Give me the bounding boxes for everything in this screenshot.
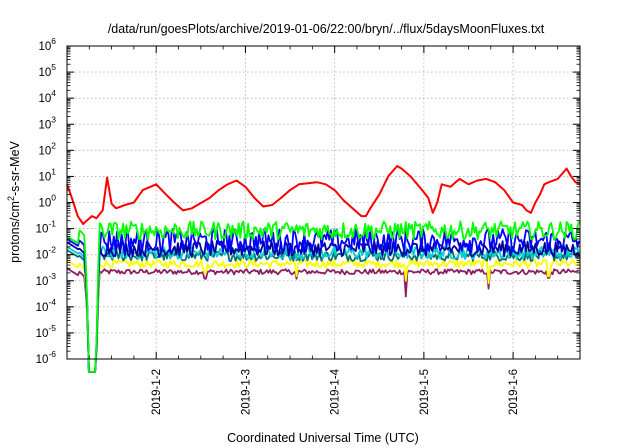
y-tick-label-base: 10 bbox=[38, 67, 51, 79]
series-line bbox=[66, 165, 581, 225]
y-tick-label-exponent: -4 bbox=[48, 297, 56, 307]
y-axis-label-part2: -s-sr-MeV bbox=[8, 140, 22, 196]
series-line bbox=[66, 220, 580, 373]
series-line bbox=[66, 258, 580, 373]
series-line bbox=[66, 267, 580, 373]
y-tick-label-base: 10 bbox=[38, 198, 51, 210]
y-tick-label-exponent: 5 bbox=[51, 62, 56, 72]
y-tick-label: 101 bbox=[38, 166, 56, 183]
y-tick-labels: 10-610-510-410-310-210-11001011021031041… bbox=[36, 36, 57, 366]
data-series-group bbox=[66, 165, 581, 373]
y-tick-label-exponent: 3 bbox=[51, 114, 56, 124]
x-tick-label: 2019-1-6 bbox=[508, 369, 520, 415]
x-axis-label: Coordinated Universal Time (UTC) bbox=[227, 431, 419, 445]
x-tick-labels: 2019-1-2 2019-1-3 2019-1-4 2019-1-5 2019-1-6 bbox=[151, 368, 520, 415]
y-tick-label-base: 10 bbox=[36, 250, 49, 262]
y-tick-label-base: 10 bbox=[38, 41, 51, 53]
y-tick-label-base: 10 bbox=[38, 171, 51, 183]
series-line bbox=[66, 228, 580, 373]
x-tick-label: 2019-1-5 bbox=[419, 369, 431, 415]
y-tick-label-base: 10 bbox=[36, 302, 49, 314]
y-tick-label-exponent: -1 bbox=[48, 219, 56, 229]
y-tick-label: 10-2 bbox=[36, 245, 57, 262]
y-tick-label: 10-3 bbox=[36, 271, 57, 288]
y-tick-label-base: 10 bbox=[38, 93, 51, 105]
y-tick-label: 10-1 bbox=[36, 219, 57, 236]
y-tick-label: 103 bbox=[38, 114, 56, 131]
x-tick-label: 2019-1-3 bbox=[240, 369, 252, 415]
y-tick-label: 102 bbox=[38, 140, 56, 157]
y-tick-label-exponent: -2 bbox=[48, 245, 56, 255]
y-tick-label-base: 10 bbox=[38, 145, 51, 157]
y-tick-label: 104 bbox=[38, 88, 56, 105]
y-tick-label-exponent: 0 bbox=[51, 193, 56, 203]
y-axis-label-part1: protons/cm bbox=[8, 201, 22, 263]
y-tick-label-base: 10 bbox=[36, 276, 49, 288]
y-tick-label-exponent: 2 bbox=[51, 140, 56, 150]
y-tick-label-exponent: 4 bbox=[51, 88, 56, 98]
y-axis-label: protons/cm2-s-sr-MeV bbox=[6, 140, 22, 262]
y-tick-label-exponent: 6 bbox=[51, 36, 56, 46]
series-line bbox=[66, 245, 580, 373]
y-tick-label-exponent: -6 bbox=[48, 349, 56, 359]
y-tick-label: 105 bbox=[38, 62, 56, 79]
grid-lines bbox=[67, 46, 580, 359]
y-tick-label: 106 bbox=[38, 36, 56, 53]
series-line bbox=[66, 249, 580, 373]
x-tick-label: 2019-1-4 bbox=[330, 368, 342, 415]
y-tick-label: 10-5 bbox=[36, 323, 57, 340]
axis-ticks bbox=[67, 45, 580, 360]
y-tick-label-exponent: 1 bbox=[51, 166, 56, 176]
y-tick-label: 10-6 bbox=[36, 349, 57, 366]
y-tick-label: 100 bbox=[38, 193, 56, 210]
x-tick-label: 2019-1-2 bbox=[151, 369, 163, 415]
y-tick-label-base: 10 bbox=[38, 119, 51, 131]
chart-title: /data/run/goesPlots/archive/2019-01-06/2… bbox=[108, 22, 545, 36]
y-axis-label-superscript: 2 bbox=[6, 196, 16, 201]
y-tick-label-exponent: -5 bbox=[48, 323, 56, 333]
y-tick-label-base: 10 bbox=[36, 224, 49, 236]
y-tick-label-exponent: -3 bbox=[48, 271, 56, 281]
y-tick-label-base: 10 bbox=[36, 354, 49, 366]
y-tick-label: 10-4 bbox=[36, 297, 57, 314]
y-tick-label-base: 10 bbox=[36, 328, 49, 340]
